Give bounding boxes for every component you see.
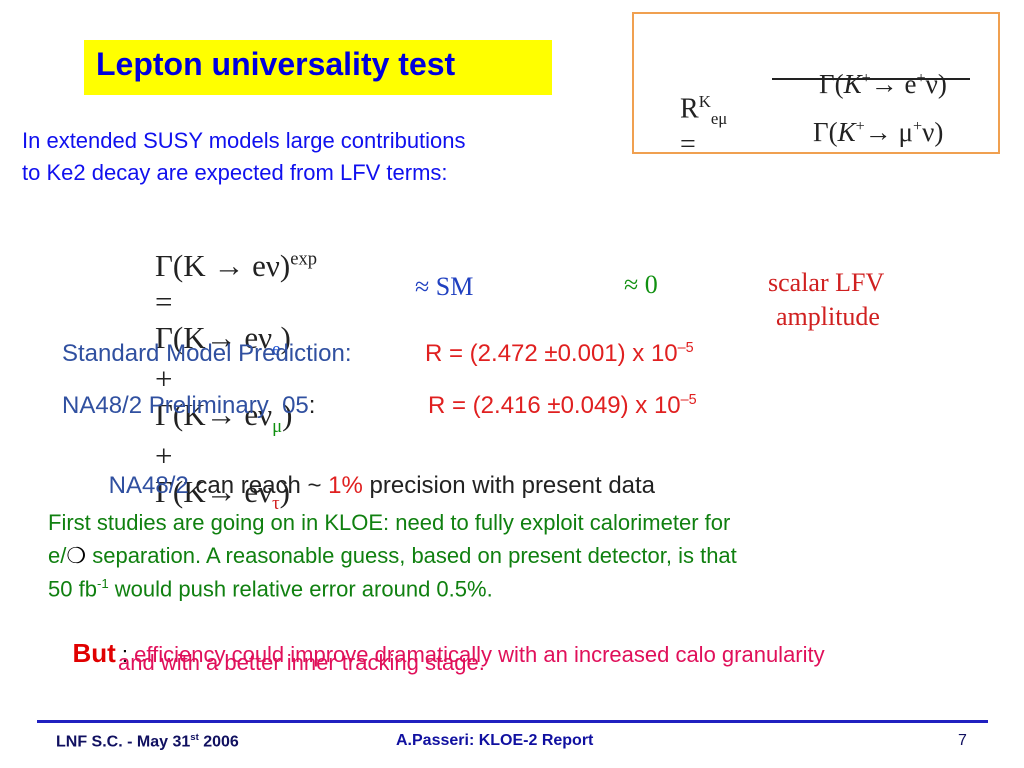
eq-term: Γ(K→ eν	[155, 320, 273, 355]
para-line: First studies are going on in KLOE: need…	[48, 510, 731, 535]
eq-sub: e	[272, 339, 281, 361]
eq-plus: +	[155, 438, 173, 474]
t: LNF S.C. - May 31	[56, 733, 191, 751]
eq-close: )	[280, 320, 291, 355]
eq-sign: =	[155, 284, 173, 319]
ratio-lhs: RKeμ =	[652, 60, 727, 193]
t: ν)	[922, 117, 944, 147]
ratio-sup: K	[698, 92, 711, 111]
equation: Γ(K → eν)exp = Γ(K→ eνe) + Γ(K→ eνμ) + Γ…	[124, 212, 317, 552]
eq-term: Γ(K→ eν	[155, 397, 273, 433]
t: e/	[48, 543, 67, 568]
eq-plus: +	[155, 361, 173, 397]
eq-sub: τ	[272, 493, 280, 515]
value: R = (2.472 ±0.001) x 10	[425, 340, 678, 367]
intro-line: to Ke2 decay are expected from LFV terms…	[22, 160, 448, 185]
result-label: Standard Model Prediction:	[62, 340, 352, 367]
t: → e	[870, 69, 917, 99]
t: ν)	[925, 69, 947, 99]
result-value: R = (2.416 ±0.049) x 10–5	[428, 392, 697, 420]
fraction-bar	[772, 78, 970, 80]
intro-line: In extended SUSY models large contributi…	[22, 128, 466, 153]
reach: NA48/2 can reach ~ 1% precision with pre…	[82, 444, 655, 528]
but-line: and with a better inner tracking stage.	[118, 650, 485, 675]
result-value: R = (2.472 ±0.001) x 10–5	[425, 340, 694, 368]
para-line: e/❍ separation. A reasonable guess, base…	[48, 543, 737, 569]
footer-center: A.Passeri: KLOE-2 Report	[396, 732, 594, 749]
footer-page: 7	[958, 732, 967, 749]
formula-box	[632, 12, 1000, 154]
note-zero: ≈ 0	[624, 270, 658, 299]
rest: precision with present data	[369, 472, 656, 499]
t: Γ(	[813, 117, 838, 147]
t: separation. A reasonable guess, based on…	[92, 543, 737, 568]
ratio-sub: eμ	[710, 108, 728, 128]
colon: :	[121, 642, 129, 667]
value: R = (2.416 ±0.049) x 10	[428, 392, 681, 419]
t: would push relative error around 0.5%.	[114, 576, 493, 602]
ratio-r: R	[680, 93, 699, 125]
but-line: But : efficiency could improve dramatica…	[48, 612, 825, 695]
exp: –5	[680, 392, 697, 408]
sup: st	[190, 732, 199, 743]
t: K	[843, 69, 862, 99]
t: → μ	[864, 117, 913, 147]
t: +	[855, 117, 865, 135]
title: Lepton universality test	[96, 46, 456, 82]
but: But	[72, 638, 116, 668]
eq-term: Γ(K→ eν	[155, 474, 273, 510]
sup: -1	[96, 576, 109, 591]
colon: :	[308, 392, 316, 419]
title-box	[84, 40, 552, 95]
ratio-den: Γ(K+→ μ+ν)	[786, 86, 943, 179]
exp: –5	[677, 340, 694, 356]
t: +	[913, 117, 923, 135]
footer-left: LNF S.C. - May 31st 2006	[56, 732, 239, 751]
eq-sub: μ	[272, 416, 283, 438]
t: 2006	[203, 733, 239, 751]
note-sm: ≈ SM	[415, 272, 474, 301]
pct: 1%	[328, 472, 363, 499]
eq-close: )	[282, 397, 293, 433]
result-label: NA48/2 Preliminary 05:	[62, 392, 315, 420]
para-line: 50 fb-1 would push relative error around…	[48, 576, 493, 602]
eq-close: )	[279, 474, 290, 510]
text: can reach ~	[195, 472, 322, 499]
t: K	[837, 117, 856, 147]
eq-sup: exp	[290, 248, 318, 270]
note-lfv: amplitude	[776, 302, 880, 331]
who: NA48/2	[108, 472, 189, 499]
note-lfv: scalar LFV	[768, 268, 885, 297]
eq-lhs: Γ(K → eν)	[155, 248, 291, 283]
ratio-eq: =	[680, 128, 696, 160]
footer-rule	[37, 720, 988, 723]
symbol: ❍	[66, 543, 87, 568]
t: Γ(	[819, 69, 844, 99]
t: efficiency could improve dramatically wi…	[134, 642, 825, 667]
t: 50 fb	[48, 576, 97, 602]
label: NA48/2 Preliminary 05	[62, 392, 309, 419]
